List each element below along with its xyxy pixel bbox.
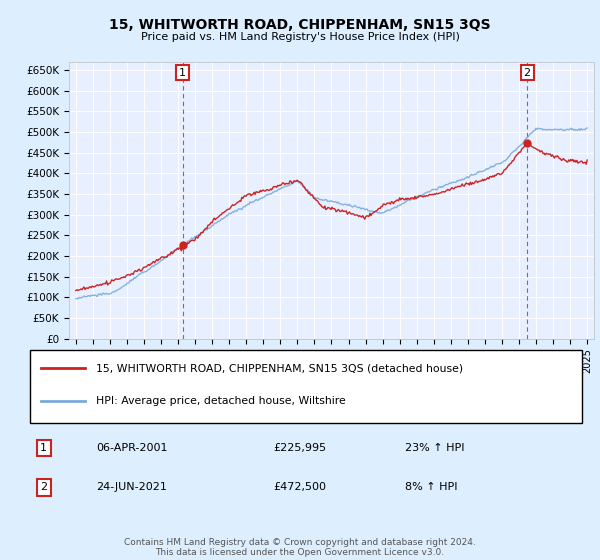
Text: 24-JUN-2021: 24-JUN-2021: [96, 482, 167, 492]
Text: 1: 1: [179, 68, 186, 78]
Text: £472,500: £472,500: [273, 482, 326, 492]
Text: 8% ↑ HPI: 8% ↑ HPI: [406, 482, 458, 492]
Text: 06-APR-2001: 06-APR-2001: [96, 443, 168, 453]
Text: 2: 2: [40, 482, 47, 492]
Text: 2: 2: [524, 68, 531, 78]
Text: 23% ↑ HPI: 23% ↑ HPI: [406, 443, 465, 453]
Text: 15, WHITWORTH ROAD, CHIPPENHAM, SN15 3QS: 15, WHITWORTH ROAD, CHIPPENHAM, SN15 3QS: [109, 18, 491, 32]
Text: Contains HM Land Registry data © Crown copyright and database right 2024.
This d: Contains HM Land Registry data © Crown c…: [124, 538, 476, 557]
Text: 1: 1: [40, 443, 47, 453]
Text: Price paid vs. HM Land Registry's House Price Index (HPI): Price paid vs. HM Land Registry's House …: [140, 32, 460, 42]
Text: £225,995: £225,995: [273, 443, 326, 453]
FancyBboxPatch shape: [30, 350, 582, 423]
Text: HPI: Average price, detached house, Wiltshire: HPI: Average price, detached house, Wilt…: [96, 396, 346, 406]
Text: 15, WHITWORTH ROAD, CHIPPENHAM, SN15 3QS (detached house): 15, WHITWORTH ROAD, CHIPPENHAM, SN15 3QS…: [96, 363, 463, 373]
